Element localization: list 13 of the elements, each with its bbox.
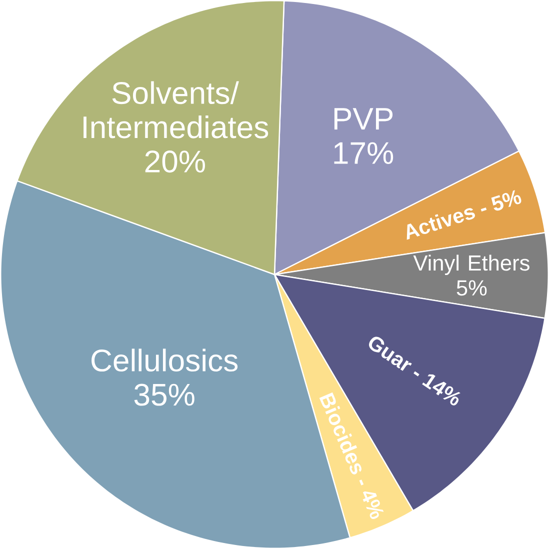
- slice-label: Guar -: [368, 336, 420, 376]
- slice-label: Cellulosics: [92, 348, 238, 372]
- data-label: 35%: [134, 384, 194, 406]
- slice-label: PVP: [334, 108, 393, 130]
- slice-label: Solvents/ Intermediates: [84, 81, 268, 138]
- data-label: 17%: [334, 142, 394, 164]
- data-label: 5%: [491, 190, 522, 211]
- data-label: 20%: [145, 150, 205, 173]
- slice-label: Actives -: [406, 207, 487, 240]
- data-label: 5%: [456, 280, 487, 296]
- data-label: 4%: [362, 491, 384, 520]
- slice-label: Vinyl Ethers: [413, 254, 530, 276]
- data-label: 14%: [422, 374, 460, 406]
